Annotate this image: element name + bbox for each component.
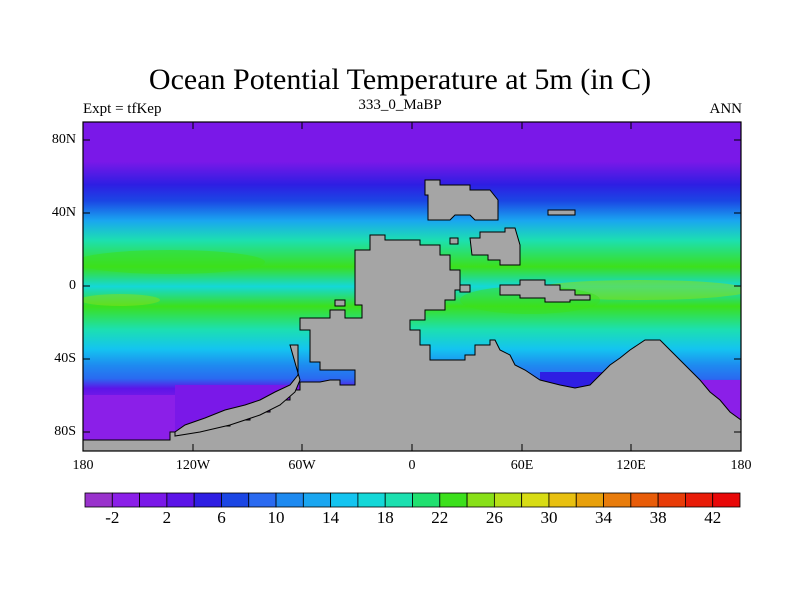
x-tick-label: 60E — [510, 458, 534, 473]
y-tick-label: 40S — [54, 351, 76, 366]
colorbar-tick-label: 26 — [485, 508, 503, 527]
experiment-label: Expt = tfKep — [83, 101, 162, 117]
y-tick-label: 80N — [51, 132, 76, 147]
colorbar-tick-label: 30 — [540, 508, 558, 527]
x-tick-label: 120W — [175, 458, 211, 473]
colorbar-swatch — [712, 492, 741, 508]
colorbar-swatch — [657, 492, 686, 508]
x-tick-label: 180 — [72, 458, 94, 473]
colorbar-swatch — [685, 492, 714, 508]
colorbar-swatch — [302, 492, 332, 508]
colorbar-tick-label: 6 — [217, 508, 226, 527]
colorbar-tick-label: 34 — [595, 508, 613, 527]
land-masses — [82, 179, 742, 452]
colorbar-swatch — [548, 492, 577, 508]
colorbar-swatch — [575, 492, 604, 508]
colorbar-swatch — [193, 492, 222, 508]
colorbar-swatch — [221, 492, 250, 508]
y-tick-label: 80S — [54, 424, 76, 439]
colorbar-swatch — [439, 492, 468, 508]
colorbar-swatch — [630, 492, 659, 508]
colorbar-tick-label: 38 — [649, 508, 667, 527]
season-label: ANN — [709, 101, 743, 117]
x-tick-label: 0 — [408, 458, 416, 473]
colorbar-swatch — [412, 492, 441, 508]
colorbar-tick-label: 10 — [267, 508, 285, 527]
colorbar-swatch — [248, 492, 277, 508]
colorbar-swatch — [330, 492, 359, 508]
plot-frame — [82, 121, 742, 452]
colorbar-tick-label: 18 — [376, 508, 394, 527]
colorbar-swatch — [111, 492, 140, 508]
colorbar-swatch — [166, 492, 195, 508]
colorbar-swatch — [357, 492, 386, 508]
colorbar-tick-label: -2 — [105, 508, 120, 527]
x-tick-label: 120E — [616, 458, 646, 473]
colorbar-swatch — [603, 492, 632, 508]
colorbar-swatch — [466, 492, 495, 508]
colorbar-tick-label: 22 — [431, 508, 449, 527]
colorbar-swatch — [384, 492, 413, 508]
y-tick-label: 40N — [51, 205, 76, 220]
colorbar-swatch — [275, 492, 304, 508]
x-tick-label: 60W — [288, 458, 316, 473]
colorbar-swatch — [493, 492, 523, 508]
chart-title: Ocean Potential Temperature at 5m (in C) — [148, 63, 652, 96]
colorbar-swatch — [139, 492, 168, 508]
colorbar — [84, 492, 741, 508]
colorbar-tick-label: 2 — [162, 508, 172, 527]
colorbar-tick-label: 42 — [704, 508, 722, 527]
colorbar-swatch — [521, 492, 550, 508]
colorbar-tick-label: 14 — [322, 508, 340, 527]
period-label: 333_0_MaBP — [358, 97, 442, 113]
x-tick-label: 180 — [730, 458, 752, 473]
colorbar-swatch — [84, 492, 113, 508]
y-tick-label: 0 — [69, 278, 76, 293]
